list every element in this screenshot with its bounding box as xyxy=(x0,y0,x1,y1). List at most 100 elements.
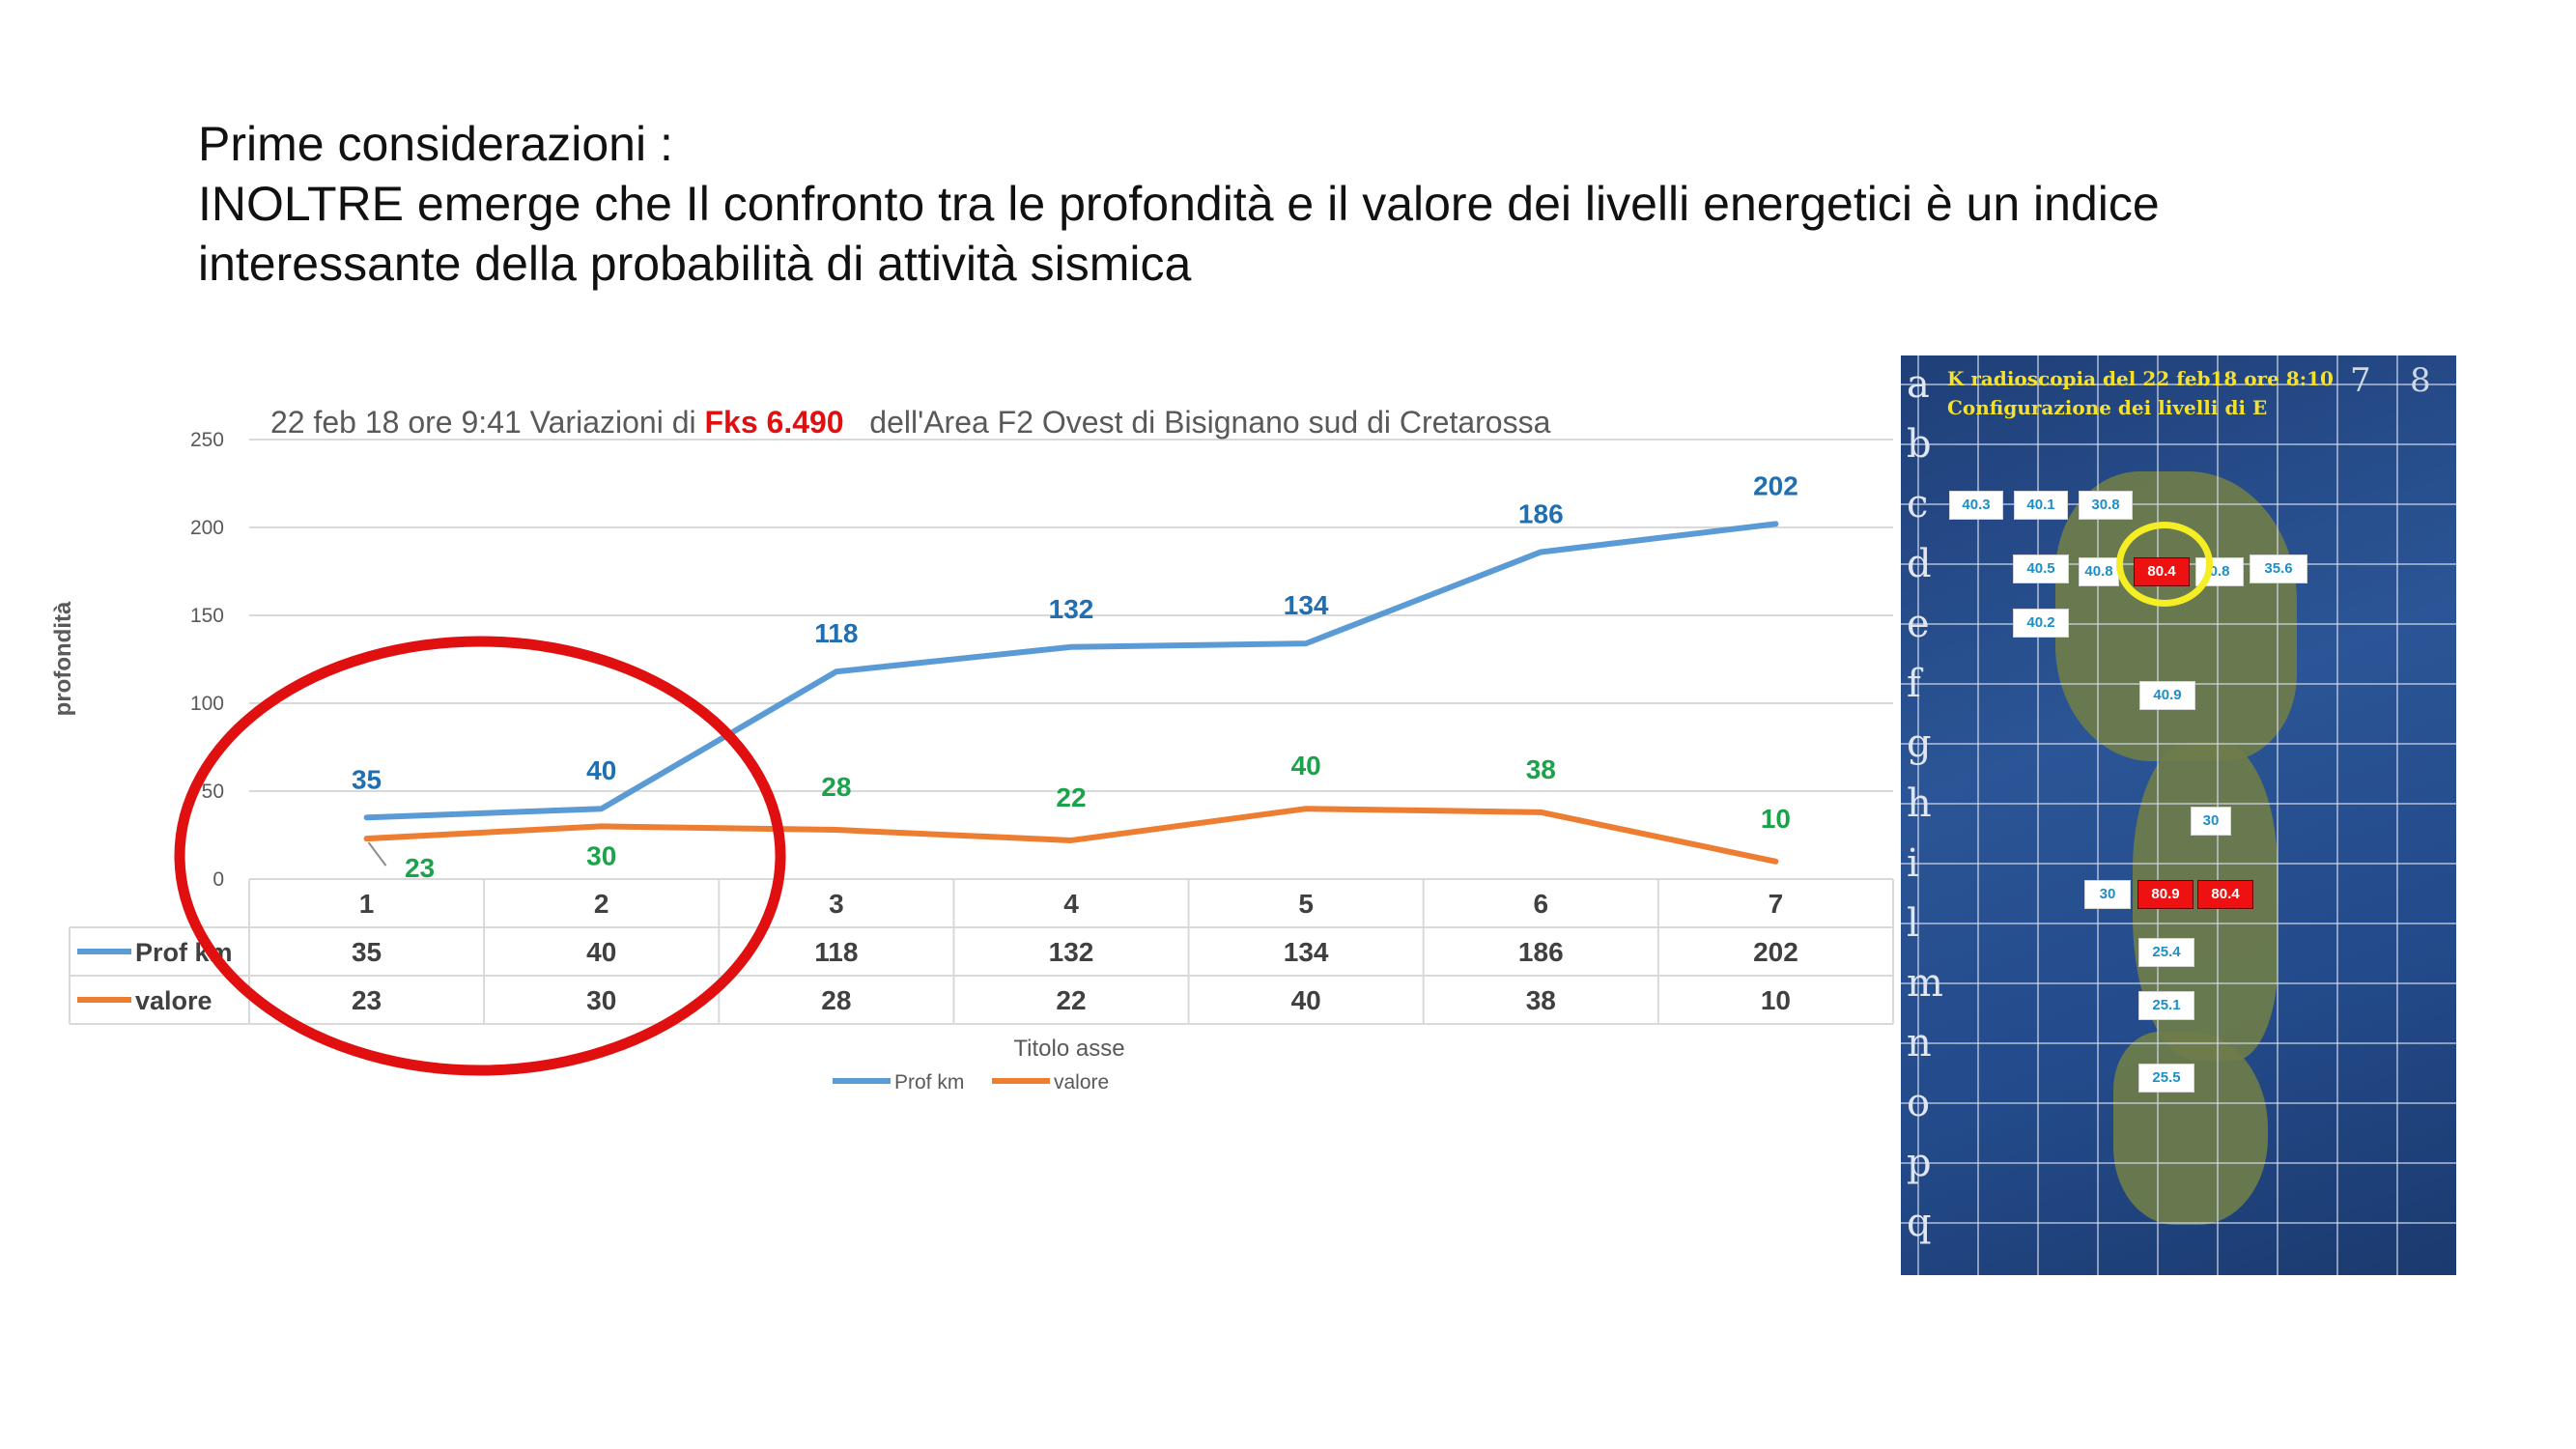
map-caption-2: Configurazione dei livelli di E xyxy=(1947,396,2268,419)
data-label: 40 xyxy=(586,755,616,785)
table-cell: 186 xyxy=(1518,937,1564,967)
leader-line xyxy=(367,841,387,867)
y-tick-labels: 0 50 100 150 200 250 xyxy=(190,429,224,891)
heading-line-1: Prime considerazioni : xyxy=(198,117,673,171)
map-row-letter: q xyxy=(1907,1201,1932,1245)
table-cell: 38 xyxy=(1526,985,1556,1015)
map-value-box-hot: 80.4 xyxy=(2197,880,2253,909)
yellow-highlight-ring xyxy=(2116,522,2213,607)
map-row-letter: o xyxy=(1907,1081,1931,1125)
table-cell: 40 xyxy=(1291,985,1321,1015)
map-value-box: 30.8 xyxy=(2079,491,2133,520)
series-lines xyxy=(363,521,1779,865)
table-cell: 28 xyxy=(821,985,851,1015)
data-label: 35 xyxy=(352,764,382,794)
slide-heading: Prime considerazioni : INOLTRE emerge ch… xyxy=(198,114,2420,294)
data-label: 118 xyxy=(814,618,858,648)
table-cell: 23 xyxy=(352,985,382,1015)
map-value-box: 25.4 xyxy=(2138,938,2194,967)
chart-title-part-2: dell'Area F2 Ovest di Bisignano sud di C… xyxy=(844,405,1551,440)
series-line-valore xyxy=(363,806,1779,865)
data-label: 132 xyxy=(1049,594,1094,624)
map-row-letter: h xyxy=(1907,781,1932,826)
x-category-label: 2 xyxy=(594,889,609,919)
x-axis-title: Titolo asse xyxy=(1013,1036,1124,1062)
map-value-box: 30 xyxy=(2191,807,2231,836)
map-row-letter: d xyxy=(1907,542,1932,586)
chart-legend: Prof km valore xyxy=(833,1071,1109,1094)
map-value-box: 40.3 xyxy=(1949,491,2003,520)
x-category-label: 5 xyxy=(1298,889,1314,919)
chart-title-part-1: 22 feb 18 ore 9:41 Variazioni di xyxy=(270,405,704,440)
table-row-header: valore xyxy=(135,986,212,1015)
radioscopy-map: K radioscopia del 22 feb18 ore 8:10 Conf… xyxy=(1901,355,2456,1275)
data-label: 22 xyxy=(1056,782,1086,812)
map-row-letter: p xyxy=(1907,1141,1932,1185)
data-label: 10 xyxy=(1761,804,1791,834)
map-value-box: 25.1 xyxy=(2138,991,2194,1020)
x-category-label: 3 xyxy=(829,889,844,919)
x-category-label: 6 xyxy=(1533,889,1548,919)
map-row-letter: e xyxy=(1907,602,1930,646)
data-labels: 35 40 118 132 134 186 202 23 30 28 22 40 38 10 xyxy=(352,470,1798,883)
map-row-letter: n xyxy=(1907,1021,1932,1065)
data-label: 38 xyxy=(1526,754,1556,784)
map-value-box: 30 xyxy=(2084,880,2131,909)
y-tick-label: 100 xyxy=(190,693,224,715)
data-label: 202 xyxy=(1753,470,1798,500)
data-label: 28 xyxy=(821,772,851,802)
heading-line-2: INOLTRE emerge che Il confronto tra le p… xyxy=(198,177,2160,231)
data-label: 30 xyxy=(586,840,616,870)
map-value-box: 25.5 xyxy=(2138,1064,2194,1093)
map-row-letter: i xyxy=(1907,841,1919,886)
data-label: 40 xyxy=(1291,751,1321,781)
data-label: 186 xyxy=(1518,498,1564,528)
data-label: 23 xyxy=(405,853,435,883)
y-tick-label: 0 xyxy=(212,868,224,891)
map-value-box: 40.9 xyxy=(2139,681,2195,710)
map-row-letter: f xyxy=(1907,662,1921,706)
legend-label: Prof km xyxy=(894,1071,964,1094)
y-tick-label: 200 xyxy=(190,517,224,539)
x-category-label: 1 xyxy=(359,889,375,919)
y-axis-title: profondità xyxy=(50,601,76,716)
legend-label: valore xyxy=(1054,1071,1109,1094)
table-cell: 202 xyxy=(1753,937,1798,967)
map-value-box-hot: 80.9 xyxy=(2137,880,2194,909)
table-cell: 22 xyxy=(1056,985,1086,1015)
table-cell: 118 xyxy=(814,937,858,967)
y-tick-label: 250 xyxy=(190,429,224,451)
x-category-label: 7 xyxy=(1769,889,1784,919)
series-line-prof-km xyxy=(363,521,1779,821)
chart-title-highlight: Fks 6.490 xyxy=(704,405,843,440)
map-value-box: 40.5 xyxy=(2013,554,2069,583)
heading-line-3: interessante della probabilità di attivi… xyxy=(198,237,1192,291)
map-row-letter: a xyxy=(1907,362,1930,407)
highlight-ellipse xyxy=(174,636,786,1076)
map-value-box: 35.6 xyxy=(2250,554,2307,583)
table-cell: 35 xyxy=(352,937,382,967)
y-tick-label: 150 xyxy=(190,605,224,627)
map-col-number-8: 8 xyxy=(2410,361,2431,400)
table-cell: 134 xyxy=(1284,937,1329,967)
chart-title: 22 feb 18 ore 9:41 Variazioni di Fks 6.4… xyxy=(270,405,1551,440)
map-row-letter: g xyxy=(1907,722,1932,766)
map-value-box: 40.1 xyxy=(2014,491,2068,520)
data-label: 134 xyxy=(1284,590,1329,620)
land-area-north xyxy=(2055,471,2297,761)
map-row-letter: c xyxy=(1907,482,1929,526)
map-row-letter: l xyxy=(1907,901,1919,946)
table-cell: 10 xyxy=(1761,985,1791,1015)
map-caption-1: K radioscopia del 22 feb18 ore 8:10 xyxy=(1947,367,2334,390)
table-cell: 40 xyxy=(586,937,616,967)
table-cell: 30 xyxy=(586,985,616,1015)
map-value-box: 40.8 xyxy=(2079,557,2119,586)
y-tick-label: 50 xyxy=(202,781,224,803)
map-value-box: 40.2 xyxy=(2013,609,2069,638)
map-row-letter: b xyxy=(1907,422,1932,467)
map-row-letter: m xyxy=(1907,961,1943,1006)
table-cell: 132 xyxy=(1049,937,1094,967)
x-category-label: 4 xyxy=(1063,889,1079,919)
